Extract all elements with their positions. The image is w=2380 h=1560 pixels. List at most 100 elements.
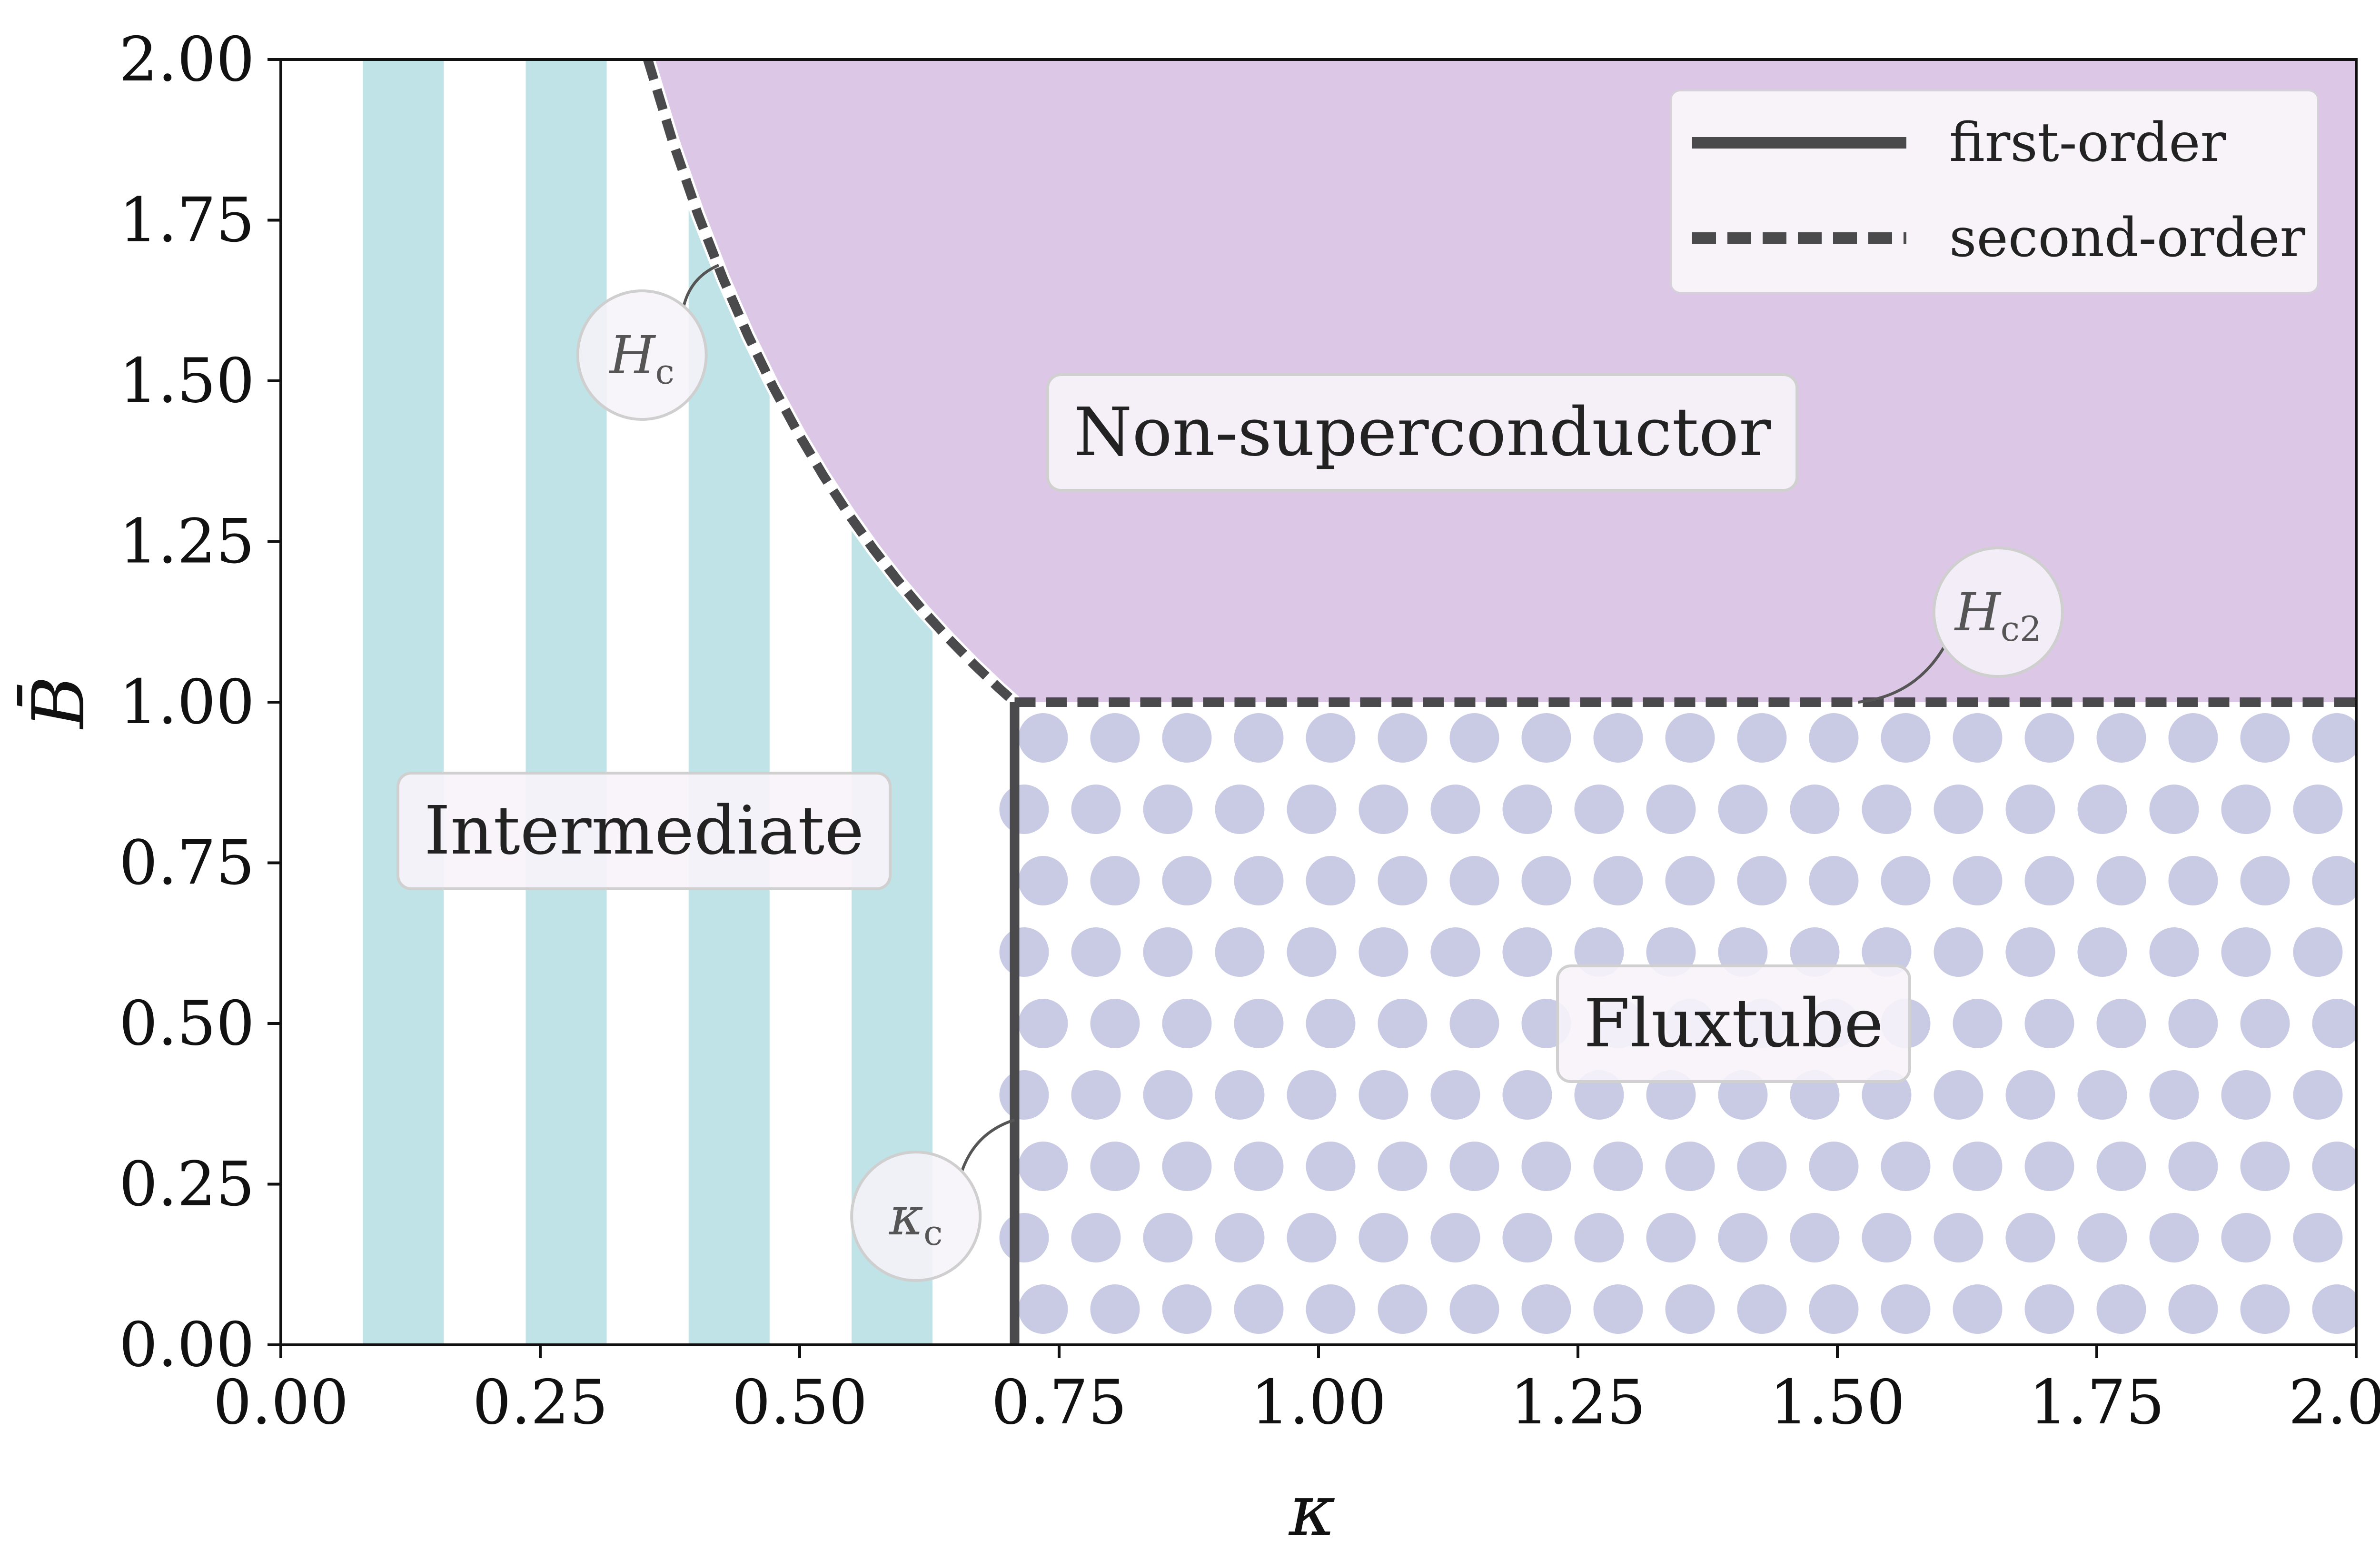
fluxtube-dot [2293, 927, 2343, 977]
fluxtube-dot [2312, 999, 2356, 1048]
intermediate-stripe-2 [526, 60, 607, 1345]
fluxtube-dot [1306, 1284, 1356, 1334]
fluxtube-dot [2221, 927, 2271, 977]
fluxtube-dot [1953, 713, 2003, 763]
fluxtube-dot [2077, 927, 2127, 977]
fluxtube-dot [1071, 1070, 1121, 1120]
region-label-text: Fluxtube [1584, 985, 1884, 1063]
fluxtube-dot [2168, 856, 2218, 905]
fluxtube-dot [1809, 856, 1859, 905]
fluxtube-dot [1162, 1284, 1212, 1334]
fluxtube-dot [1665, 713, 1715, 763]
y-tick-label: 0.50 [119, 988, 255, 1059]
fluxtube-dot [2024, 1284, 2074, 1334]
fluxtube-dot [1809, 1142, 1859, 1191]
fluxtube-dot [2312, 1142, 2356, 1191]
fluxtube-dot [999, 1213, 1049, 1262]
fluxtube-dot [2240, 856, 2290, 905]
fluxtube-dot [2096, 999, 2146, 1048]
region-label-box [396, 772, 892, 890]
fluxtube-dot [1502, 927, 1552, 977]
fluxtube-dot [2168, 713, 2218, 763]
fluxtube-dot [1162, 713, 1212, 763]
fluxtube-dot [1018, 713, 1068, 763]
fluxtube-dot [1881, 1142, 1931, 1191]
fluxtube-dot [1809, 1284, 1859, 1334]
fluxtube-dot [1718, 785, 1768, 834]
fluxtube-dot [1143, 785, 1193, 834]
fluxtube-dot [1287, 1213, 1337, 1262]
fluxtube-dot [1234, 713, 1284, 763]
fluxtube-dot [2096, 713, 2146, 763]
fluxtube-dot [1593, 1142, 1643, 1191]
fluxtube-dot [1378, 1142, 1428, 1191]
x-tick-label: 0.75 [992, 1367, 1127, 1438]
x-tick-label: 1.25 [1510, 1367, 1646, 1438]
fluxtube-dot [1071, 1213, 1121, 1262]
fluxtube-dot [2312, 1284, 2356, 1334]
fluxtube-dot [2077, 785, 2127, 834]
x-tick-label: 1.00 [1251, 1367, 1387, 1438]
intermediate-stripe-1 [363, 60, 444, 1345]
legend-first-order-label: first-order [1949, 112, 2226, 174]
fluxtube-dot [1646, 1213, 1696, 1262]
fluxtube-dot [1215, 927, 1265, 977]
y-axis: 0.00 0.25 0.50 0.75 1.00 1.25 1.50 1.75 2.00 [119, 24, 281, 1381]
fluxtube-dot [999, 785, 1049, 834]
callout-leader-1 [682, 264, 720, 307]
callout-bubble-2 [1932, 546, 2064, 678]
fluxtube-dot [1306, 713, 1356, 763]
fluxtube-dot [1521, 1142, 1571, 1191]
fluxtube-dot [1306, 1142, 1356, 1191]
fluxtube-dot [1378, 1284, 1428, 1334]
fluxtube-dot [1449, 1284, 1499, 1334]
fluxtube-dot [1018, 1284, 1068, 1334]
fluxtube-dot [1430, 927, 1480, 977]
fluxtube-dot [1162, 999, 1212, 1048]
legend-second-order-label: second-order [1949, 207, 2306, 269]
fluxtube-dot [1934, 1070, 1983, 1120]
fluxtube-dot [1521, 1284, 1571, 1334]
fluxtube-dot [1090, 856, 1140, 905]
hc-curve-line [643, 58, 1018, 706]
fluxtube-dot [2149, 785, 2199, 834]
fluxtube-dot [1953, 1142, 2003, 1191]
fluxtube-dot [1287, 927, 1337, 977]
fluxtube-dot [1502, 785, 1552, 834]
fluxtube-dot [2096, 1142, 2146, 1191]
fluxtube-dot [2149, 927, 2199, 977]
fluxtube-dot [1881, 856, 1931, 905]
fluxtube-dot [1449, 856, 1499, 905]
region-label-fluxtube: Fluxtube [1556, 964, 1911, 1083]
fluxtube-dot [2149, 1213, 2199, 1262]
fluxtube-dot [1881, 713, 1931, 763]
boundaries-layer [641, 57, 2356, 1345]
y-tick-label: 0.00 [119, 1310, 255, 1381]
fluxtube-dot [1881, 1284, 1931, 1334]
x-axis-label: κ [1288, 1470, 1336, 1552]
region-label-non-superconductor: Non-superconductor [1046, 373, 1799, 492]
fluxtube-dot [2005, 785, 2055, 834]
fluxtube-dot [1953, 1284, 2003, 1334]
callouts-layer: Hc Hc2 κc [576, 264, 2064, 1282]
fluxtube-dot [1430, 1070, 1480, 1120]
fluxtube-dot [1665, 856, 1715, 905]
x-tick-label: 0.00 [213, 1367, 349, 1438]
callout-label-2: Hc2 [1954, 582, 2042, 649]
fluxtube-dot [1018, 856, 1068, 905]
fluxtube-dot [1430, 1213, 1480, 1262]
fluxtube-dot [1737, 713, 1787, 763]
y-tick-label: 1.75 [119, 185, 255, 256]
fluxtube-dot [2240, 999, 2290, 1048]
fluxtube-dot [1234, 856, 1284, 905]
callout-bubble-1 [576, 289, 708, 421]
fluxtube-dot [2312, 713, 2356, 763]
fluxtube-dot [2149, 1070, 2199, 1120]
fluxtube-dot [1737, 1142, 1787, 1191]
fluxtube-dot [2168, 1142, 2218, 1191]
x-axis: 0.00 0.25 0.50 0.75 1.00 1.25 1.50 1.75 2.00 [213, 1345, 2380, 1438]
fluxtube-dot [1359, 1213, 1408, 1262]
fluxtube-dot [2024, 856, 2074, 905]
fluxtube-dot [1162, 856, 1212, 905]
fluxtube-dot [1521, 713, 1571, 763]
